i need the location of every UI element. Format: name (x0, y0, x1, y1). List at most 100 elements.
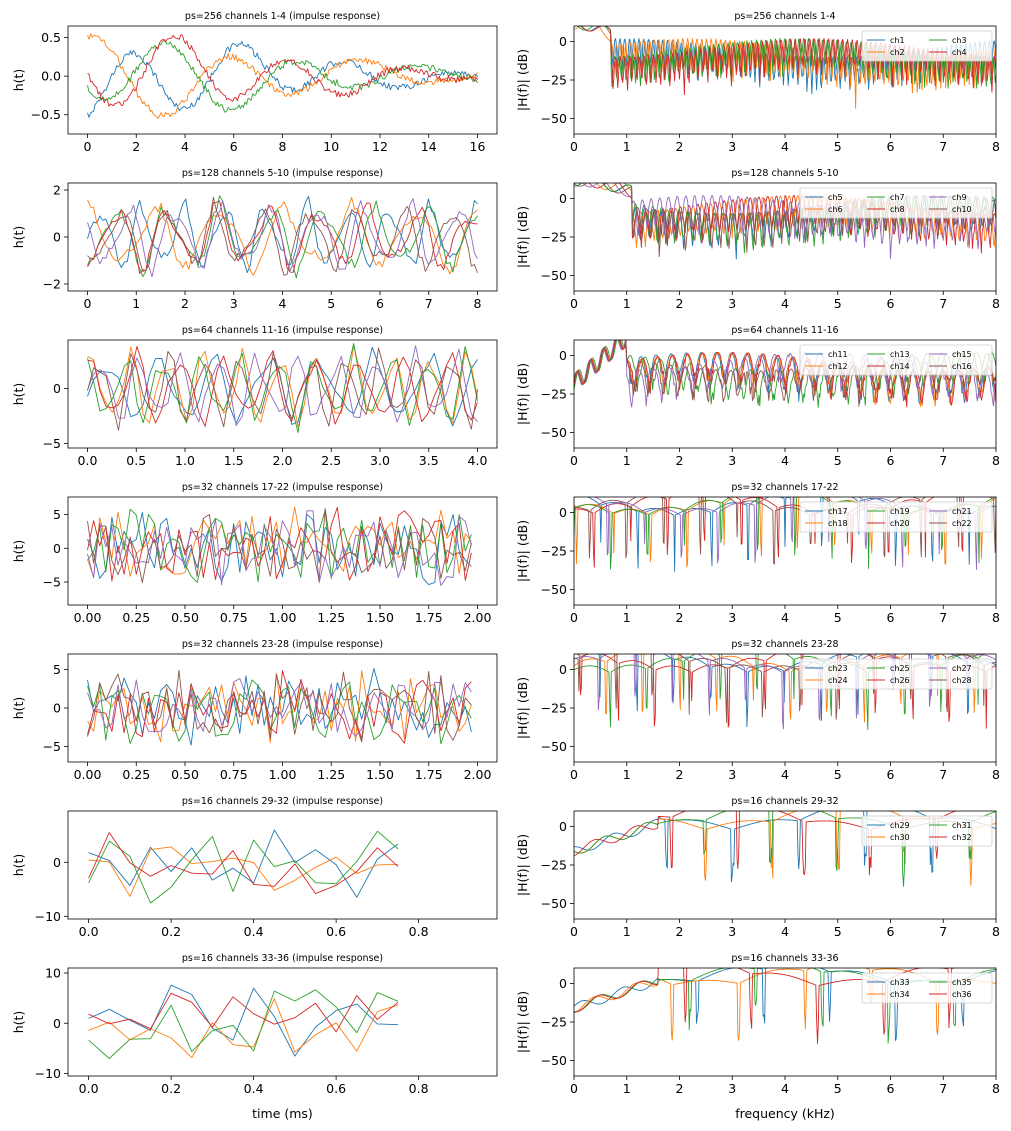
subplot-title: ps=128 channels 5-10 (731, 168, 838, 179)
legend-label: ch26 (890, 676, 910, 685)
legend-frame (799, 187, 993, 219)
y-tick-label: 0 (559, 505, 567, 520)
trace-ch6 (87, 197, 478, 276)
subplot-title: ps=128 channels 5-10 (impulse response) (182, 168, 383, 179)
trace-ch35 (88, 989, 399, 1059)
y-tick-label: −25 (541, 230, 567, 245)
x-tick-label: 8 (992, 139, 1000, 154)
x-tick-label: 6 (376, 296, 384, 311)
x-tick-label: 1.75 (415, 610, 443, 625)
x-tick-label: 0.0 (79, 1081, 99, 1096)
trace-ch20 (87, 507, 472, 582)
x-tick-label: 0.25 (122, 767, 150, 782)
legend-label: ch12 (828, 362, 848, 371)
subplot-spectrum-1: ps=256 channels 1-4 0 1 2 3 4 5 6 7 8 0 −25 −50 |H(f)… (515, 11, 1000, 154)
x-tick-label: 8 (992, 453, 1000, 468)
x-tick-label: 1.25 (317, 610, 345, 625)
x-tick-label: 6 (887, 1081, 895, 1096)
legend-frame (799, 344, 993, 376)
y-tick-label: 0 (559, 348, 567, 363)
x-tick-label: 7 (939, 924, 947, 939)
x-tick-label: 4 (781, 1081, 789, 1096)
x-tick-label: 0 (570, 453, 578, 468)
x-tick-label: 0.8 (409, 924, 429, 939)
x-tick-label: 4 (781, 139, 789, 154)
legend: ch29 ch30 ch31 ch32 (861, 815, 993, 847)
legend-label: ch35 (952, 978, 972, 987)
trace-ch27 (574, 654, 996, 730)
legend-frame (799, 658, 993, 690)
y-tick-label: −25 (541, 858, 567, 873)
x-tick-label: 3 (728, 139, 736, 154)
x-tick-label: 3 (728, 453, 736, 468)
x-tick-label: 2 (676, 139, 684, 154)
y-axis-label: |H(f)| (dB) (515, 677, 530, 739)
subplot-impulse-1: ps=256 channels 1-4 (impulse response) 0 2… (11, 11, 498, 154)
x-tick-label: 7 (939, 767, 947, 782)
subplot-title: ps=64 channels 11-16 (731, 325, 838, 336)
subplot-spectrum-7: ps=16 channels 33-36 0 1 2 3 4 5 6 7 8 0 −25 −50 |H(f… (515, 953, 1000, 1121)
x-tick-label: 1.50 (366, 610, 394, 625)
x-tick-label: 0 (570, 296, 578, 311)
x-tick-label: 0.4 (244, 924, 264, 939)
x-tick-label: 5 (327, 296, 335, 311)
y-tick-label: 5 (53, 507, 61, 522)
trace-group (88, 829, 399, 904)
trace-ch4 (87, 34, 478, 107)
x-tick-label: 2 (676, 453, 684, 468)
y-tick-label: 0 (53, 855, 61, 870)
trace-ch28 (574, 654, 996, 723)
legend-label: ch4 (952, 48, 967, 57)
x-tick-label: 2 (676, 767, 684, 782)
x-tick-label: 6 (230, 139, 238, 154)
x-tick-label: 5 (834, 453, 842, 468)
y-axis-label: |H(f)| (dB) (515, 520, 530, 582)
legend-label: ch1 (890, 36, 905, 45)
y-tick-label: −50 (541, 739, 567, 754)
y-axis-label: h(t) (11, 854, 26, 877)
y-axis-label: h(t) (11, 540, 26, 563)
legend-label: ch17 (828, 507, 848, 516)
x-tick-label: 3 (728, 1081, 736, 1096)
y-tick-label: 0 (53, 230, 61, 245)
x-tick-label: 1.5 (224, 453, 244, 468)
legend: ch33 ch34 ch35 ch36 (861, 972, 993, 1004)
trace-ch15 (87, 345, 478, 427)
legend-label: ch33 (890, 978, 910, 987)
trace-group (87, 343, 478, 433)
y-tick-label: 5 (53, 662, 61, 677)
legend: ch5 ch6 ch7 ch8 ch9 ch10 (799, 187, 993, 219)
x-tick-label: 3.5 (419, 453, 439, 468)
x-tick-label: 14 (421, 139, 437, 154)
legend: ch1 ch2 ch3 ch4 (861, 30, 993, 62)
x-tick-label: 1.00 (269, 767, 297, 782)
x-tick-label: 1 (623, 924, 631, 939)
y-tick-label: 0 (559, 34, 567, 49)
x-tick-label: 0.50 (171, 767, 199, 782)
trace-ch1 (87, 41, 478, 118)
legend-frame (861, 30, 993, 62)
subplot-impulse-4: ps=32 channels 17-22 (impulse response) 0… (11, 482, 498, 625)
x-tick-label: 5 (834, 296, 842, 311)
legend-label: ch36 (952, 990, 972, 999)
y-tick-label: −25 (541, 701, 567, 716)
x-tick-label: 1 (623, 1081, 631, 1096)
trace-group (87, 33, 478, 119)
trace-ch7 (87, 195, 478, 279)
x-tick-label: 7 (939, 1081, 947, 1096)
y-tick-label: −25 (541, 1015, 567, 1030)
legend-label: ch9 (952, 193, 967, 202)
legend-label: ch22 (952, 519, 972, 528)
x-tick-label: 10 (323, 139, 339, 154)
legend-frame (861, 972, 993, 1004)
x-tick-label: 4 (781, 610, 789, 625)
x-tick-label: 0.6 (326, 1081, 346, 1096)
y-tick-label: 0.5 (41, 30, 61, 45)
x-tick-label: 3 (728, 296, 736, 311)
x-tick-label: 0.0 (79, 924, 99, 939)
subplot-impulse-3: ps=64 channels 11-16 (impulse response) 0… (11, 325, 498, 468)
x-tick-label: 6 (887, 296, 895, 311)
x-tick-label: 2.00 (464, 767, 492, 782)
trace-ch9 (87, 198, 478, 278)
x-tick-label: 6 (887, 453, 895, 468)
